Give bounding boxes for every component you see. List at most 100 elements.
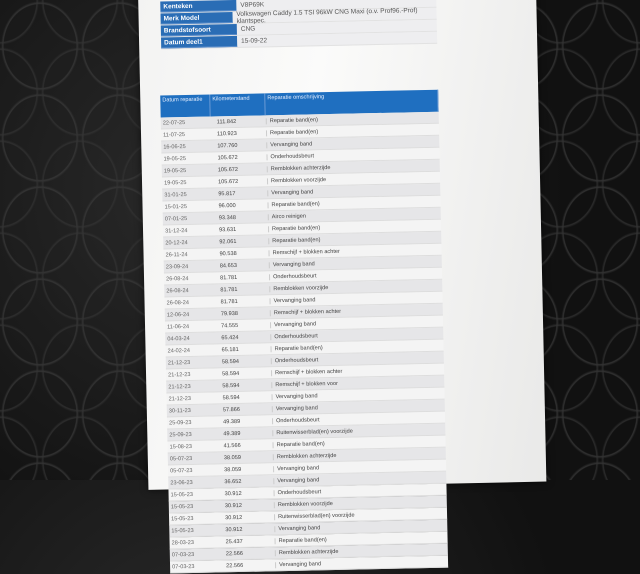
cell-description: Remblokken voorzijde bbox=[269, 282, 443, 292]
cell-description: Remblokken achterzijde bbox=[274, 546, 448, 556]
cell-description: Onderhoudsbeurt bbox=[271, 414, 446, 424]
cell-mileage: 30.912 bbox=[224, 490, 242, 497]
cell-mileage: 58.594 bbox=[221, 370, 240, 377]
cell-date: 15-05-23 bbox=[170, 503, 194, 510]
cell-mileage: 36.652 bbox=[224, 478, 242, 485]
cell-date: 21-12-23 bbox=[168, 383, 191, 390]
cell-description: Vervanging band bbox=[273, 474, 447, 484]
cell-date: 07-03-23 bbox=[172, 563, 195, 570]
cell-description: Vervanging band bbox=[266, 138, 440, 148]
cell-date: 16-06-25 bbox=[163, 143, 186, 151]
cell-date: 25-09-23 bbox=[169, 431, 192, 438]
info-label: Merk Model bbox=[160, 12, 233, 25]
cell-mileage: 30.912 bbox=[225, 514, 243, 521]
cell-mileage: 30.912 bbox=[224, 502, 242, 509]
info-label: Datum deel1 bbox=[161, 35, 238, 49]
cell-mileage: 107.760 bbox=[217, 142, 238, 149]
cell-description: Onderhoudsbeurt bbox=[270, 354, 444, 364]
cell-mileage: 105.672 bbox=[217, 166, 239, 173]
cell-mileage: 92.061 bbox=[219, 238, 237, 245]
cell-description: Reparatie band(en) bbox=[268, 234, 442, 244]
cell-description: Remblokken voorzijde bbox=[273, 498, 447, 508]
table-body: 22-07-25 111.842 Reparatie band(en) 11-07-2… bbox=[160, 111, 449, 574]
cell-date: 20-12-24 bbox=[165, 239, 188, 246]
info-value: V8P69K bbox=[240, 1, 265, 9]
cell-mileage: 30.912 bbox=[225, 526, 243, 533]
info-label: Brandstofsoort bbox=[160, 23, 237, 37]
cell-mileage: 74.555 bbox=[220, 322, 239, 329]
cell-description: Onderhoudsbeurt bbox=[268, 270, 443, 280]
cell-date: 24-02-24 bbox=[167, 347, 191, 354]
cell-mileage: 58.594 bbox=[222, 382, 240, 389]
cell-mileage: 57.866 bbox=[222, 406, 240, 413]
cell-date: 30-11-23 bbox=[168, 407, 191, 414]
cell-date: 15-01-25 bbox=[164, 203, 188, 210]
cell-mileage: 90.538 bbox=[219, 250, 237, 257]
cell-description: Vervanging band bbox=[275, 558, 449, 568]
header-date: Datum reparatie bbox=[160, 94, 211, 118]
cell-mileage: 38.059 bbox=[223, 454, 241, 461]
cell-mileage: 49.389 bbox=[222, 418, 241, 425]
cell-date: 15-08-23 bbox=[169, 443, 193, 450]
cell-date: 26-11-24 bbox=[165, 251, 188, 258]
cell-mileage: 110.923 bbox=[216, 130, 237, 137]
cell-description: Reparatie band(en) bbox=[265, 126, 440, 136]
header-description: Reparatie omschrijving bbox=[265, 89, 439, 116]
cell-description: Reparatie band(en) bbox=[267, 198, 441, 208]
cell-mileage: 58.594 bbox=[221, 358, 239, 365]
cell-mileage: 95.817 bbox=[218, 190, 236, 197]
cell-date: 11-06-24 bbox=[167, 323, 190, 330]
cell-mileage: 93.348 bbox=[218, 214, 236, 221]
info-value: 15-09-22 bbox=[241, 37, 268, 45]
cell-date: 07-03-23 bbox=[171, 551, 195, 558]
cell-mileage: 79.938 bbox=[220, 310, 238, 317]
cell-description: Vervanging band bbox=[268, 258, 442, 268]
cell-mileage: 22.566 bbox=[226, 562, 244, 569]
cell-mileage: 111.842 bbox=[216, 118, 237, 125]
cell-description: Vervanging band bbox=[272, 462, 447, 472]
cell-date: 19-05-25 bbox=[163, 179, 187, 186]
cell-mileage: 96.000 bbox=[218, 202, 236, 209]
repair-history-document: Kenteken V8P69K Merk Model Volkswagen Caddy… bbox=[138, 0, 547, 574]
cell-description: Airco reinigen bbox=[267, 210, 441, 220]
cell-description: Onderhoudsbeurt bbox=[266, 150, 440, 160]
cell-date: 26-08-24 bbox=[165, 275, 189, 282]
cell-date: 04-03-24 bbox=[167, 335, 190, 342]
cell-date: 22-07-25 bbox=[162, 119, 186, 127]
cell-description: Vervanging band bbox=[269, 318, 444, 328]
vehicle-info-table: Kenteken V8P69K Merk Model Volkswagen Caddy… bbox=[160, 0, 438, 50]
cell-mileage: 38.059 bbox=[224, 466, 242, 473]
cell-description: Ruitenwisserblad(en) voorzijde bbox=[273, 510, 448, 520]
info-value: CNG bbox=[240, 25, 256, 33]
cell-description: Vervanging band bbox=[271, 402, 445, 412]
cell-mileage: 58.594 bbox=[222, 394, 240, 401]
cell-mileage: 81.781 bbox=[219, 274, 238, 281]
cell-description: Remblokken achterzijde bbox=[266, 162, 440, 172]
cell-date: 26-08-24 bbox=[166, 299, 190, 306]
cell-date: 28-03-23 bbox=[171, 539, 195, 546]
cell-description: Remschijf + blokken achter bbox=[269, 306, 443, 316]
cell-mileage: 84.653 bbox=[219, 262, 237, 269]
cell-date: 23-09-24 bbox=[165, 263, 189, 270]
cell-date: 07-01-25 bbox=[164, 215, 188, 222]
cell-date: 21-12-23 bbox=[168, 395, 192, 402]
cell-date: 05-07-23 bbox=[169, 455, 193, 462]
cell-date: 31-01-25 bbox=[164, 191, 187, 198]
cell-date: 11-07-25 bbox=[162, 131, 186, 139]
cell-date: 25-09-23 bbox=[169, 419, 192, 426]
cell-description: Vervanging band bbox=[274, 522, 448, 532]
cell-description: Reparatie band(en) bbox=[272, 438, 446, 448]
cell-date: 12-06-24 bbox=[166, 311, 190, 318]
cell-description: Vervanging band bbox=[267, 186, 441, 196]
cell-mileage: 105.672 bbox=[217, 178, 239, 185]
cell-description: Reparatie band(en) bbox=[274, 534, 448, 544]
cell-mileage: 81.781 bbox=[220, 286, 238, 293]
cell-mileage: 41.566 bbox=[223, 442, 241, 449]
cell-description: Remblokken voorzijde bbox=[266, 174, 441, 184]
cell-date: 31-12-24 bbox=[164, 227, 188, 234]
cell-mileage: 65.424 bbox=[221, 334, 239, 341]
cell-description: Onderhoudsbeurt bbox=[273, 486, 447, 496]
cell-date: 15-05-23 bbox=[170, 491, 194, 498]
cell-description: Onderhoudsbeurt bbox=[270, 330, 444, 340]
cell-mileage: 49.389 bbox=[223, 430, 241, 437]
